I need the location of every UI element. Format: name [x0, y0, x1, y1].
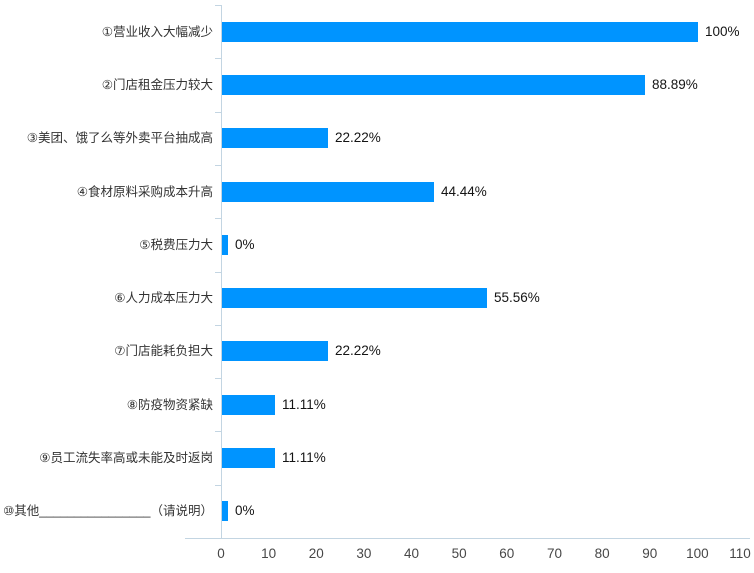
bar — [222, 235, 228, 255]
x-tick-label: 40 — [404, 546, 420, 561]
bar — [222, 288, 487, 308]
bar — [222, 75, 645, 95]
x-tick-label: 110 — [729, 546, 751, 561]
x-tick-label: 0 — [217, 546, 225, 561]
value-label: 0% — [235, 237, 255, 252]
value-label: 11.11% — [282, 450, 326, 465]
x-tick-label: 50 — [451, 546, 467, 561]
value-label: 100% — [705, 24, 740, 39]
x-axis-line — [185, 538, 750, 539]
y-axis-tick — [215, 218, 221, 219]
x-tick-label: 10 — [261, 546, 277, 561]
bar — [222, 128, 328, 148]
x-tick-label: 90 — [642, 546, 658, 561]
y-axis-tick — [215, 5, 221, 6]
value-label: 0% — [235, 503, 255, 518]
y-axis-tick — [215, 165, 221, 166]
category-label: ②门店租金压力较大 — [101, 78, 213, 92]
category-label: ③美团、饿了么等外卖平台抽成高 — [26, 131, 213, 145]
y-axis-tick — [215, 58, 221, 59]
value-label: 44.44% — [441, 184, 487, 199]
x-tick-label: 100 — [686, 546, 709, 561]
y-axis-tick — [215, 112, 221, 113]
y-axis-tick — [215, 325, 221, 326]
x-tick-label: 70 — [546, 546, 562, 561]
bar — [222, 182, 434, 202]
category-label: ⑥人力成本压力大 — [114, 291, 213, 305]
category-label: ⑩其他________________（请说明） — [3, 504, 213, 518]
y-axis-tick — [215, 378, 221, 379]
value-label: 11.11% — [282, 397, 326, 412]
category-label: ⑦门店能耗负担大 — [114, 344, 213, 358]
bar — [222, 22, 698, 42]
category-label: ⑧防疫物资紧缺 — [126, 398, 213, 412]
x-tick-label: 20 — [308, 546, 324, 561]
value-label: 55.56% — [494, 290, 540, 305]
bar — [222, 501, 228, 521]
value-label: 22.22% — [335, 343, 381, 358]
value-label: 88.89% — [652, 77, 698, 92]
value-label: 22.22% — [335, 130, 381, 145]
y-axis-tick — [215, 485, 221, 486]
category-label: ①营业收入大幅减少 — [101, 25, 213, 39]
x-tick-label: 80 — [594, 546, 610, 561]
y-axis-tick — [215, 272, 221, 273]
y-axis-line — [221, 5, 222, 538]
y-axis-tick — [215, 431, 221, 432]
category-label: ⑤税费压力大 — [139, 238, 213, 252]
y-axis-tick — [215, 538, 221, 539]
category-label: ⑨员工流失率高或未能及时返岗 — [39, 451, 213, 465]
category-label: ④食材原料采购成本升高 — [76, 185, 213, 199]
bar — [222, 341, 328, 361]
bar — [222, 448, 275, 468]
bar — [222, 395, 275, 415]
x-tick-label: 30 — [356, 546, 372, 561]
x-tick-label: 60 — [499, 546, 515, 561]
